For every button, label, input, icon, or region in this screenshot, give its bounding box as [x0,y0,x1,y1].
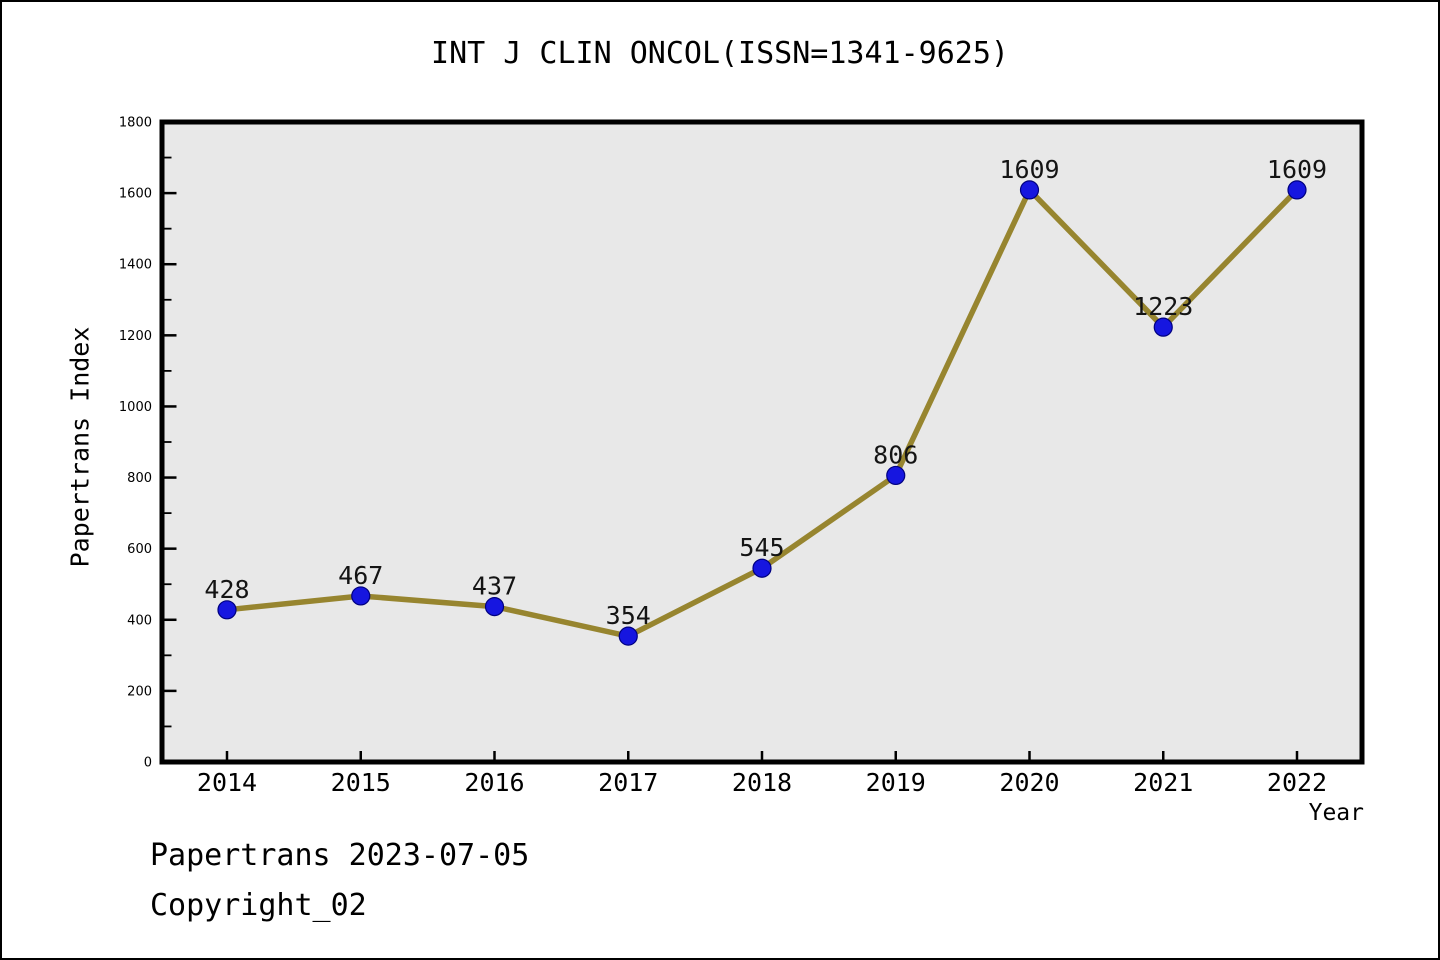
data-point-label: 545 [739,533,784,562]
y-tick-label: 1600 [119,187,152,202]
data-point [1153,317,1173,337]
x-tick-label: 2018 [732,768,792,797]
data-point [752,558,772,578]
data-point [351,586,371,606]
y-tick-label: 1200 [119,329,152,344]
data-point-label: 806 [873,440,918,469]
x-tick-label: 2016 [464,768,524,797]
data-point [484,597,505,617]
data-point [886,465,906,486]
x-axis-title: Year [1308,800,1364,826]
y-tick-label: 1400 [119,258,152,273]
data-point-label: 467 [338,561,383,590]
footer-copyright: Copyright_02 [150,888,367,923]
y-tick-label: 0 [144,756,152,771]
x-tick-label: 2015 [331,768,391,797]
data-point-label: 1609 [999,155,1059,184]
x-tick-label: 2022 [1267,768,1327,797]
data-point-label: 1223 [1133,292,1193,321]
data-point [217,600,237,620]
x-tick-label: 2014 [197,768,257,797]
y-tick-label: 400 [127,613,152,628]
plot-area [159,119,1365,765]
x-tick-label: 2019 [866,768,926,797]
y-tick-label: 1800 [119,116,152,131]
data-point-label: 1609 [1267,155,1327,184]
y-tick-label: 200 [127,684,152,699]
chart-title: INT J CLIN ONCOL(ISSN=1341-9625) [431,36,1009,71]
x-tick-label: 2021 [1133,768,1193,797]
y-tick-label: 1000 [119,400,152,415]
x-tick-label: 2017 [598,768,658,797]
y-tick-label: 600 [127,542,152,557]
footer-source-date: Papertrans 2023-07-05 [150,838,530,873]
x-tick-label: 2020 [999,768,1059,797]
data-point [1019,180,1040,200]
y-tick-label: 800 [127,471,152,486]
data-point-label: 354 [606,601,651,630]
data-point-label: 437 [472,572,517,601]
data-point [1287,180,1307,200]
data-point [618,626,638,646]
data-point-label: 428 [204,575,249,604]
